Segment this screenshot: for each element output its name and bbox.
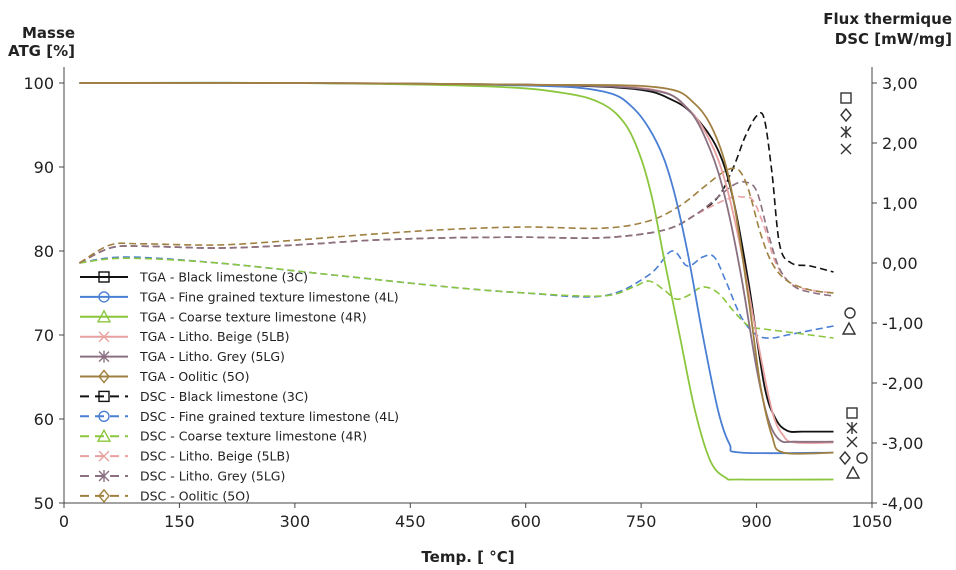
legend-marker-9-shape xyxy=(96,428,112,442)
y-right-tick-label: -2,00 xyxy=(882,374,923,393)
series-line-11 xyxy=(79,180,834,297)
legend-marker-5 xyxy=(98,350,110,363)
legend-label-3: TGA - Coarse texture limestone (4R) xyxy=(139,309,367,324)
legend-marker-3 xyxy=(96,309,112,323)
left-axis-title-line1: Masse xyxy=(22,24,75,42)
end-marker-12 xyxy=(840,107,852,123)
y-right-tick-label: -3,00 xyxy=(882,434,923,453)
end-marker-6-shape xyxy=(839,450,851,466)
legend-marker-10-shape xyxy=(98,450,110,462)
y-right-tick-label: 2,00 xyxy=(882,134,918,153)
x-tick-label: 0 xyxy=(59,512,69,531)
end-marker-4-shape xyxy=(846,436,858,448)
end-marker-6 xyxy=(839,450,851,466)
y-right-tick-label: 0,00 xyxy=(882,254,918,273)
end-marker-11 xyxy=(840,126,852,138)
end-marker-9-shape xyxy=(841,321,857,335)
legend-marker-1 xyxy=(98,271,110,283)
legend-marker-4-shape xyxy=(98,331,110,343)
legend-label-7: DSC - Black limestone (3C) xyxy=(140,389,308,404)
legend-label-9: DSC - Coarse texture limestone (4R) xyxy=(140,429,367,444)
y-right-tick-label: -1,00 xyxy=(882,314,923,333)
end-marker-3 xyxy=(845,465,861,479)
series-line-6 xyxy=(79,81,834,455)
legend: TGA - Black limestone (3C) TGA - Fine gra… xyxy=(80,270,399,503)
legend-label-10: DSC - Litho. Beige (5LB) xyxy=(140,449,290,464)
legend-marker-6 xyxy=(98,369,110,384)
end-marker-5-shape xyxy=(846,422,858,434)
end-marker-7-shape xyxy=(840,92,852,104)
legend-marker-7-shape xyxy=(98,390,110,403)
end-marker-4 xyxy=(846,436,858,448)
legend-marker-4 xyxy=(98,331,110,343)
end-marker-2-shape xyxy=(856,452,868,464)
end-marker-9 xyxy=(841,321,857,335)
y-right-tick-label: 3,00 xyxy=(882,74,918,93)
end-marker-8 xyxy=(844,307,856,319)
legend-marker-12-shape xyxy=(98,488,110,503)
axis-ticks: 0 150 300 450 600 750 900 1050 50 60 70 80 90 100 -4,0… xyxy=(23,74,923,531)
legend-marker-2-shape xyxy=(98,291,110,303)
end-marker-5 xyxy=(846,422,858,434)
x-tick-label: 750 xyxy=(626,512,657,531)
legend-marker-11 xyxy=(98,470,110,482)
end-marker-8-shape xyxy=(844,307,856,319)
series-line-9 xyxy=(79,257,834,339)
end-marker-10-shape xyxy=(840,143,852,155)
end-marker-10 xyxy=(840,143,852,155)
legend-marker-3-shape xyxy=(96,309,112,323)
legend-marker-10 xyxy=(98,450,110,462)
legend-label-12: DSC - Oolitic (5O) xyxy=(140,488,250,503)
legend-label-8: DSC - Fine grained texture limestone (4L… xyxy=(140,409,399,424)
legend-label-11: DSC - Litho. Grey (5LG) xyxy=(140,469,285,484)
legend-marker-8-shape xyxy=(98,410,110,422)
y-left-tick-label: 60 xyxy=(34,410,54,429)
x-tick-label: 150 xyxy=(164,512,195,531)
end-marker-7 xyxy=(840,92,852,104)
end-marker-1 xyxy=(846,407,858,419)
y-left-tick-label: 70 xyxy=(34,326,54,345)
series-line-8 xyxy=(79,250,834,339)
end-marker-2 xyxy=(856,452,868,464)
series-layer xyxy=(78,81,834,481)
y-left-tick-label: 90 xyxy=(34,158,54,177)
legend-marker-6-shape xyxy=(98,369,110,384)
y-right-tick-label: -4,00 xyxy=(882,494,923,513)
legend-marker-11-shape xyxy=(98,470,110,482)
legend-marker-7 xyxy=(98,390,110,403)
x-axis-title: Temp. [ °C] xyxy=(421,548,514,566)
x-tick-label: 300 xyxy=(280,512,311,531)
x-tick-label: 900 xyxy=(741,512,772,531)
right-axis-title-line2: DSC [mW/mg] xyxy=(835,30,952,48)
legend-label-4: TGA - Litho. Beige (5LB) xyxy=(139,329,290,344)
legend-marker-1-shape xyxy=(98,271,110,283)
y-right-tick-label: 1,00 xyxy=(882,194,918,213)
y-left-tick-label: 80 xyxy=(34,242,54,261)
legend-marker-9 xyxy=(96,428,112,442)
legend-marker-12 xyxy=(98,488,110,503)
end-marker-3-shape xyxy=(845,465,861,479)
legend-label-2: TGA - Fine grained texture limestone (4L… xyxy=(139,289,399,304)
end-markers xyxy=(839,92,868,479)
y-left-tick-label: 50 xyxy=(34,494,54,513)
right-axis-title-line1: Flux thermique xyxy=(823,10,952,28)
end-marker-1-shape xyxy=(846,407,858,419)
legend-label-1: TGA - Black limestone (3C) xyxy=(139,270,308,285)
x-tick-label: 1050 xyxy=(852,512,893,531)
left-axis-title-line2: ATG [%] xyxy=(8,42,75,60)
y-left-tick-label: 100 xyxy=(23,74,54,93)
legend-marker-8 xyxy=(98,410,110,422)
x-tick-label: 450 xyxy=(395,512,426,531)
legend-marker-2 xyxy=(98,291,110,303)
legend-label-6: TGA - Oolitic (5O) xyxy=(139,369,250,384)
x-tick-label: 600 xyxy=(510,512,541,531)
legend-marker-5-shape xyxy=(98,350,110,363)
end-marker-12-shape xyxy=(840,107,852,123)
end-marker-11-shape xyxy=(840,126,852,138)
legend-label-5: TGA - Litho. Grey (5LG) xyxy=(139,349,285,364)
